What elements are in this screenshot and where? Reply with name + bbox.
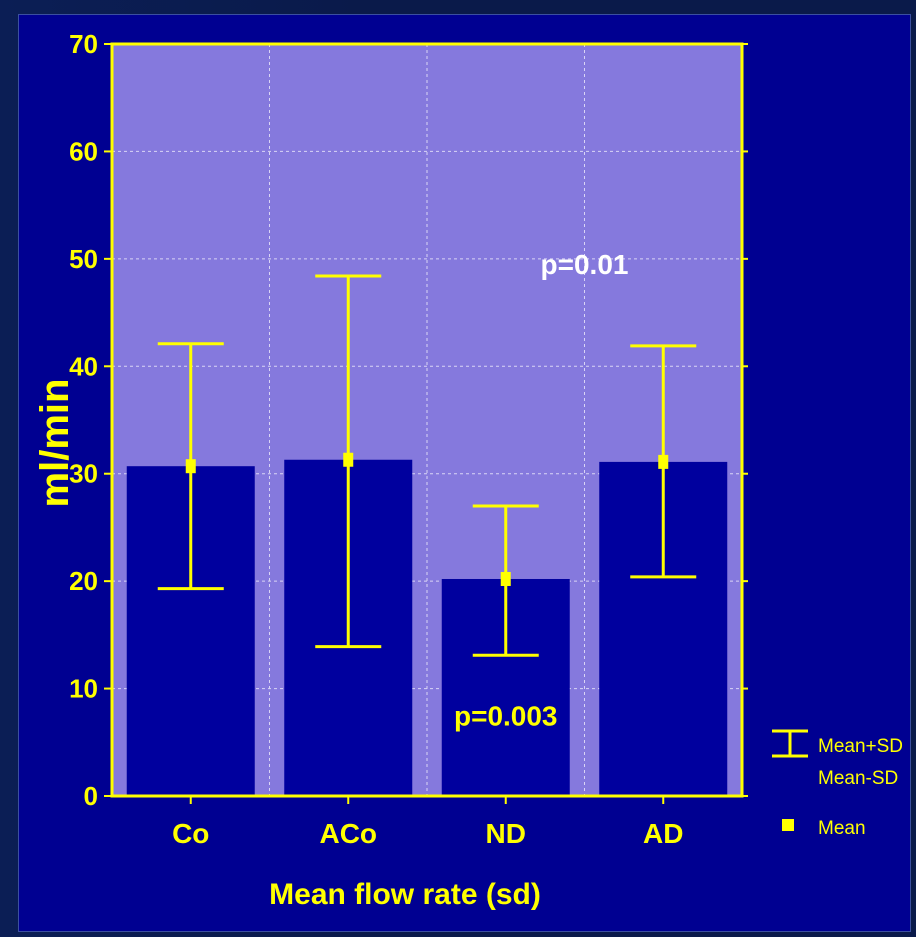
p-value-annotation: p=0.003 — [454, 700, 558, 731]
x-tick-label-aco: ACo — [319, 818, 377, 849]
plot-border — [110, 42, 744, 798]
legend-error-bar-icon — [772, 729, 808, 758]
y-tick-label: 0 — [84, 781, 98, 811]
y-axis-ticks: 0 10 20 30 40 50 60 70 — [69, 29, 748, 811]
mean-marker — [185, 459, 196, 474]
x-tick-label-nd: ND — [486, 818, 526, 849]
y-tick-label: 50 — [69, 244, 98, 274]
legend: Mean+SD Mean-SD Mean — [772, 729, 903, 839]
y-tick-label: 30 — [69, 459, 98, 489]
p-value-annotation: p=0.01 — [541, 249, 629, 280]
y-tick-label: 70 — [69, 29, 98, 59]
legend-mean-square-icon — [782, 819, 794, 831]
y-axis-title: ml/min — [33, 379, 77, 508]
mean-marker — [658, 454, 669, 469]
x-tick-label-co: Co — [172, 818, 209, 849]
y-tick-label: 20 — [69, 566, 98, 596]
mean-marker — [343, 452, 354, 467]
mean-marker — [500, 571, 511, 586]
y-tick-label: 10 — [69, 674, 98, 704]
legend-label-mean: Mean — [818, 818, 866, 839]
x-tick-label-ad: AD — [643, 818, 683, 849]
x-axis-labels: Co ACo ND AD — [172, 796, 683, 849]
legend-label-mean-plus-sd: Mean+SD — [818, 736, 903, 757]
legend-label-mean-minus-sd: Mean-SD — [818, 768, 898, 789]
x-axis-title: Mean flow rate (sd) — [269, 878, 541, 911]
y-tick-label: 60 — [69, 136, 98, 166]
annotations: p=0.01 p=0.003 — [454, 249, 628, 731]
y-tick-label: 40 — [69, 351, 98, 381]
error-bars — [157, 274, 697, 657]
